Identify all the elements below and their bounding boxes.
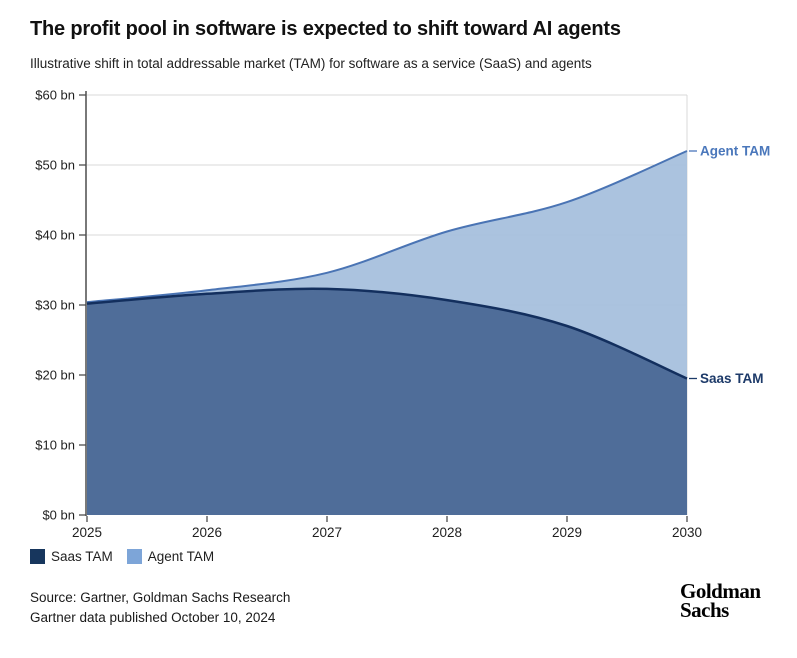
goldman-sachs-logo: Goldman Sachs — [680, 579, 761, 623]
y-tick-label: $50 bn — [35, 158, 75, 173]
y-tick-label: $20 bn — [35, 368, 75, 383]
x-tick-label: 2026 — [192, 525, 222, 540]
saas-area — [87, 288, 687, 515]
x-tick-label: 2030 — [672, 525, 702, 540]
y-tick-label: $40 bn — [35, 228, 75, 243]
saas-line — [86, 287, 688, 380]
logo-line-2: Sachs — [680, 598, 729, 623]
chart-legend: Saas TAM Agent TAM — [30, 549, 214, 564]
chart-subtitle: Illustrative shift in total addressable … — [30, 56, 592, 71]
y-tick-label: $30 bn — [35, 298, 75, 313]
x-tick-label: 2028 — [432, 525, 462, 540]
area-chart: $0 bn $10 bn $20 bn $30 bn $40 bn $50 bn $60 b… — [35, 88, 770, 541]
saas-legend-swatch — [30, 549, 45, 564]
source-note: Source: Gartner, Goldman Sachs Research … — [30, 588, 290, 629]
legend-item-saas: Saas TAM — [30, 549, 113, 564]
source-line-1: Source: Gartner, Goldman Sachs Research — [30, 590, 291, 605]
agent-legend-label: Agent TAM — [147, 549, 215, 564]
x-tick-label: 2027 — [312, 525, 342, 540]
agent-legend-swatch — [126, 549, 142, 564]
x-tick-label: 2029 — [552, 525, 582, 540]
chart-title: The profit pool in software is expected … — [30, 18, 621, 40]
saas-tam-end-label: Saas TAM — [700, 371, 764, 386]
saas-legend-label: Saas TAM — [51, 549, 113, 564]
logo-line-1: Goldman — [680, 579, 761, 603]
y-tick-label: $10 bn — [35, 438, 75, 453]
legend-item-agent: Agent TAM — [126, 549, 215, 564]
x-tick-label: 2025 — [72, 525, 102, 540]
agent-line — [86, 150, 688, 304]
y-tick-label: $60 bn — [35, 88, 75, 103]
y-tick-label: $0 bn — [42, 508, 75, 523]
agent-tam-end-label: Agent TAM — [700, 144, 770, 159]
source-line-2: Gartner data published October 10, 2024 — [30, 610, 276, 626]
